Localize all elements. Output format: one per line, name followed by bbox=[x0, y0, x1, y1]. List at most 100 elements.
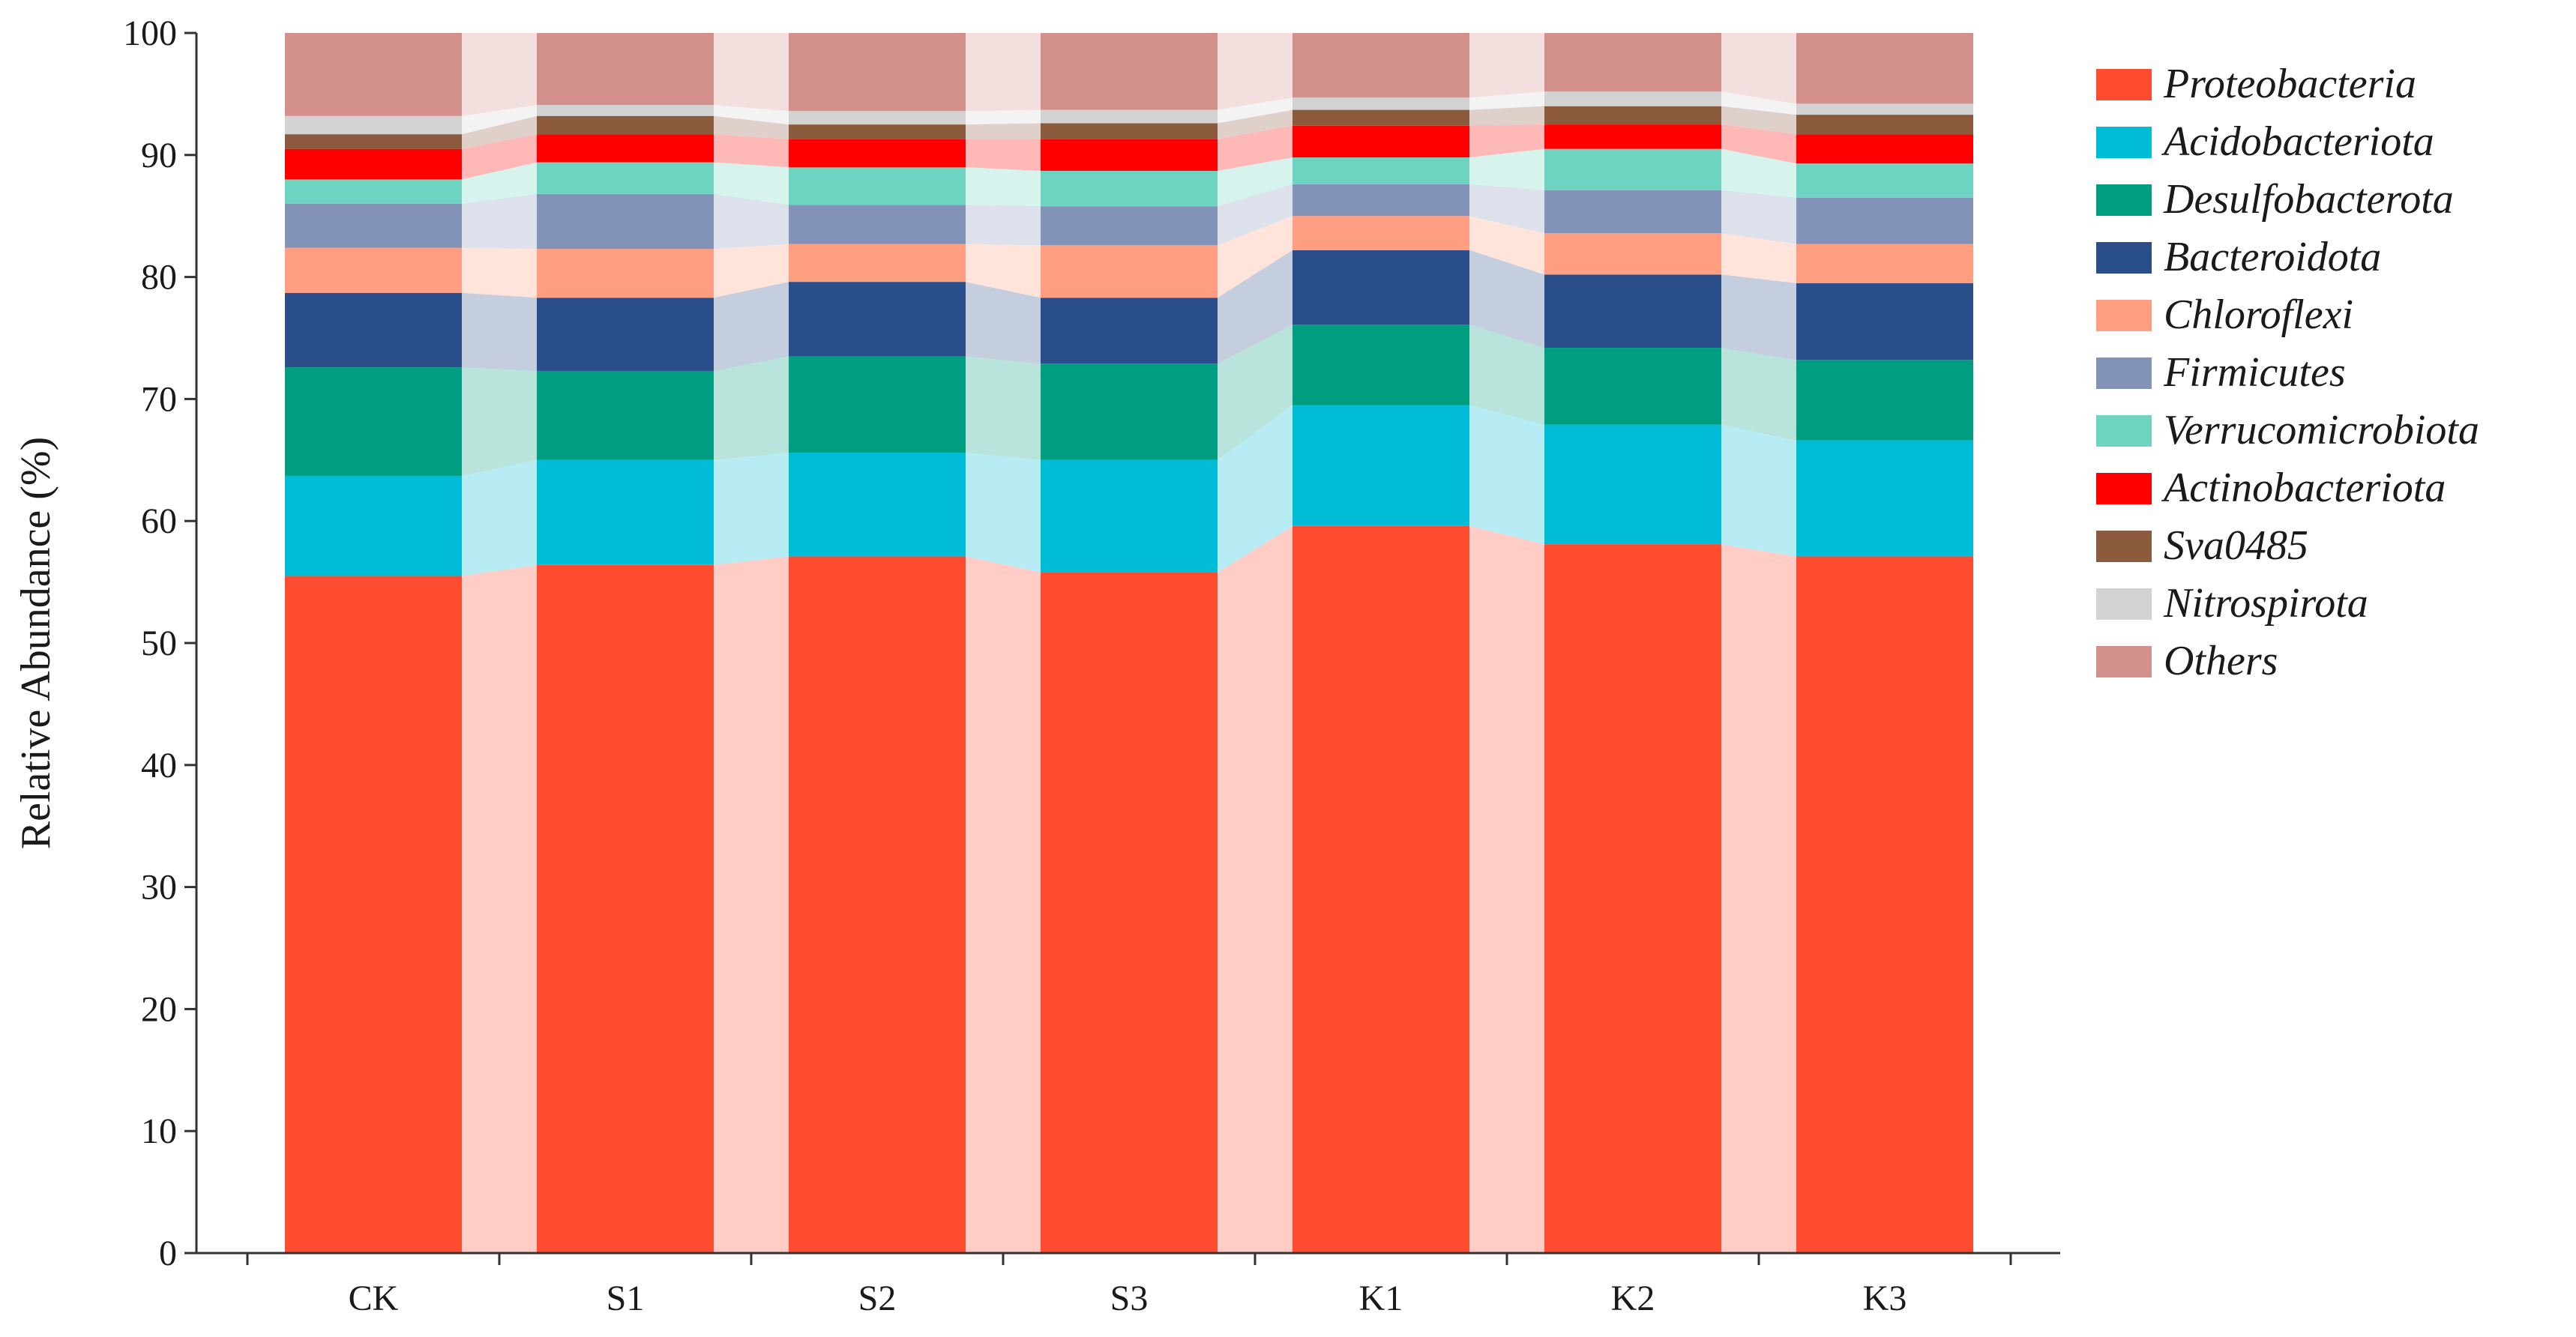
bar-segment-firmicutes-s3 bbox=[1041, 206, 1218, 246]
legend-swatch-verrucomicrobiota bbox=[2096, 415, 2152, 447]
band-verrucomicrobiota-k1-k2 bbox=[1469, 148, 1544, 191]
bar-segment-sva0485-k2 bbox=[1544, 106, 1721, 125]
bar-segment-others-k3 bbox=[1796, 33, 1973, 104]
band-firmicutes-k1-k2 bbox=[1469, 184, 1544, 233]
bar-segment-desulfobacterota-k1 bbox=[1292, 325, 1469, 405]
bar-segment-chloroflexi-s2 bbox=[789, 244, 966, 283]
bar-segment-others-k2 bbox=[1544, 33, 1721, 92]
y-tick-label-80: 80 bbox=[141, 258, 177, 298]
bar-segment-verrucomicrobiota-k2 bbox=[1544, 148, 1721, 191]
band-nitrospirota-ck-s1 bbox=[462, 105, 537, 135]
bar-segment-firmicutes-k1 bbox=[1292, 184, 1469, 217]
legend-label-proteobacteria: Proteobacteria bbox=[2163, 61, 2416, 107]
bar-segment-nitrospirota-ck bbox=[285, 115, 462, 135]
band-acidobacteriota-s2-s3 bbox=[966, 453, 1041, 573]
bar-segment-acidobacteriota-s3 bbox=[1041, 459, 1218, 573]
bar-segment-others-s3 bbox=[1041, 33, 1218, 110]
legend-swatch-desulfobacterota bbox=[2096, 184, 2152, 216]
y-tick-label-70: 70 bbox=[141, 379, 177, 419]
band-acidobacteriota-ck-s1 bbox=[462, 459, 537, 576]
bar-segment-nitrospirota-s3 bbox=[1041, 109, 1218, 124]
band-firmicutes-ck-s1 bbox=[462, 193, 537, 250]
bar-segment-chloroflexi-ck bbox=[285, 247, 462, 293]
band-others-k2-k3 bbox=[1721, 33, 1796, 104]
bar-segment-proteobacteria-k2 bbox=[1544, 544, 1721, 1253]
band-others-s1-s2 bbox=[714, 33, 789, 112]
band-proteobacteria-k1-k2 bbox=[1469, 525, 1544, 1253]
legend-item-bacteroidota: Bacteroidota bbox=[2096, 234, 2381, 280]
bar-segment-bacteroidota-s3 bbox=[1041, 298, 1218, 364]
bar-segment-acidobacteriota-k1 bbox=[1292, 405, 1469, 526]
band-verrucomicrobiota-s2-s3 bbox=[966, 167, 1041, 207]
band-desulfobacterota-k2-k3 bbox=[1721, 348, 1796, 441]
band-sva0485-s3-k1 bbox=[1218, 109, 1292, 139]
band-actinobacteriota-s2-s3 bbox=[966, 139, 1041, 171]
band-others-s2-s3 bbox=[966, 33, 1041, 112]
y-tick-label-60: 60 bbox=[141, 501, 177, 541]
bar-segment-actinobacteriota-k1 bbox=[1292, 125, 1469, 158]
bar-segment-sva0485-s1 bbox=[537, 115, 714, 135]
bar-segment-actinobacteriota-s1 bbox=[537, 134, 714, 163]
x-axis-ticks: CK S1 S2 S3 K1 K2 K3 bbox=[246, 1253, 2012, 1318]
bar-segment-chloroflexi-s3 bbox=[1041, 245, 1218, 298]
y-tick-label-10: 10 bbox=[141, 1111, 177, 1151]
band-sva0485-s1-s2 bbox=[714, 115, 789, 139]
bar-segment-sva0485-k1 bbox=[1292, 109, 1469, 126]
band-verrucomicrobiota-s3-k1 bbox=[1218, 157, 1292, 207]
band-firmicutes-s1-s2 bbox=[714, 193, 789, 250]
x-tick-label-s2: S2 bbox=[858, 1279, 897, 1318]
legend-item-others: Others bbox=[2096, 638, 2278, 684]
legend-label-sva0485: Sva0485 bbox=[2164, 522, 2308, 569]
legend-label-acidobacteriota: Acidobacteriota bbox=[2161, 118, 2434, 165]
band-verrucomicrobiota-s1-s2 bbox=[714, 162, 789, 205]
band-bacteroidota-ck-s1 bbox=[462, 292, 537, 371]
band-chloroflexi-s2-s3 bbox=[966, 244, 1041, 298]
connecting-bands bbox=[462, 33, 1796, 1253]
band-others-k1-k2 bbox=[1469, 33, 1544, 98]
band-verrucomicrobiota-ck-s1 bbox=[462, 162, 537, 204]
band-nitrospirota-k2-k3 bbox=[1721, 91, 1796, 115]
band-desulfobacterota-k1-k2 bbox=[1469, 325, 1544, 425]
bar-segment-verrucomicrobiota-s3 bbox=[1041, 170, 1218, 207]
bar-segment-bacteroidota-k2 bbox=[1544, 274, 1721, 348]
legend-label-nitrospirota: Nitrospirota bbox=[2163, 580, 2368, 627]
band-nitrospirota-s1-s2 bbox=[714, 105, 789, 125]
legend-item-desulfobacterota: Desulfobacterota bbox=[2096, 176, 2454, 223]
bar-segment-firmicutes-ck bbox=[285, 203, 462, 248]
legend-label-others: Others bbox=[2164, 638, 2278, 684]
legend-swatch-nitrospirota bbox=[2096, 588, 2152, 620]
bar-s2 bbox=[789, 33, 966, 1253]
band-actinobacteriota-s3-k1 bbox=[1218, 125, 1292, 171]
bar-segment-sva0485-ck bbox=[285, 134, 462, 149]
band-sva0485-k2-k3 bbox=[1721, 106, 1796, 135]
bar-segment-nitrospirota-k2 bbox=[1544, 91, 1721, 106]
band-desulfobacterota-s3-k1 bbox=[1218, 325, 1292, 460]
band-actinobacteriota-k1-k2 bbox=[1469, 124, 1544, 158]
bar-segment-actinobacteriota-k2 bbox=[1544, 124, 1721, 149]
bar-segment-others-s1 bbox=[537, 33, 714, 106]
bar-segment-proteobacteria-ck bbox=[285, 576, 462, 1253]
band-actinobacteriota-s1-s2 bbox=[714, 134, 789, 168]
bar-segment-nitrospirota-k1 bbox=[1292, 97, 1469, 110]
legend-swatch-sva0485 bbox=[2096, 531, 2152, 562]
band-chloroflexi-ck-s1 bbox=[462, 247, 537, 298]
bar-segment-bacteroidota-s1 bbox=[537, 298, 714, 371]
bar-segment-nitrospirota-s2 bbox=[789, 111, 966, 125]
band-actinobacteriota-ck-s1 bbox=[462, 134, 537, 180]
y-tick-label-0: 0 bbox=[159, 1234, 177, 1273]
x-tick-label-k2: K2 bbox=[1611, 1279, 1655, 1318]
band-chloroflexi-k1-k2 bbox=[1469, 216, 1544, 275]
bar-segment-chloroflexi-k3 bbox=[1796, 244, 1973, 283]
band-chloroflexi-s3-k1 bbox=[1218, 216, 1292, 298]
bar-segment-proteobacteria-k1 bbox=[1292, 525, 1469, 1253]
legend-item-proteobacteria: Proteobacteria bbox=[2096, 61, 2416, 107]
bar-segment-chloroflexi-k1 bbox=[1292, 216, 1469, 250]
legend-item-sva0485: Sva0485 bbox=[2096, 522, 2308, 569]
y-tick-label-50: 50 bbox=[141, 624, 177, 663]
band-chloroflexi-s1-s2 bbox=[714, 244, 789, 298]
band-firmicutes-k2-k3 bbox=[1721, 190, 1796, 244]
band-proteobacteria-k2-k3 bbox=[1721, 544, 1796, 1253]
legend-item-verrucomicrobiota: Verrucomicrobiota bbox=[2096, 407, 2479, 453]
bar-segment-firmicutes-s2 bbox=[789, 205, 966, 244]
